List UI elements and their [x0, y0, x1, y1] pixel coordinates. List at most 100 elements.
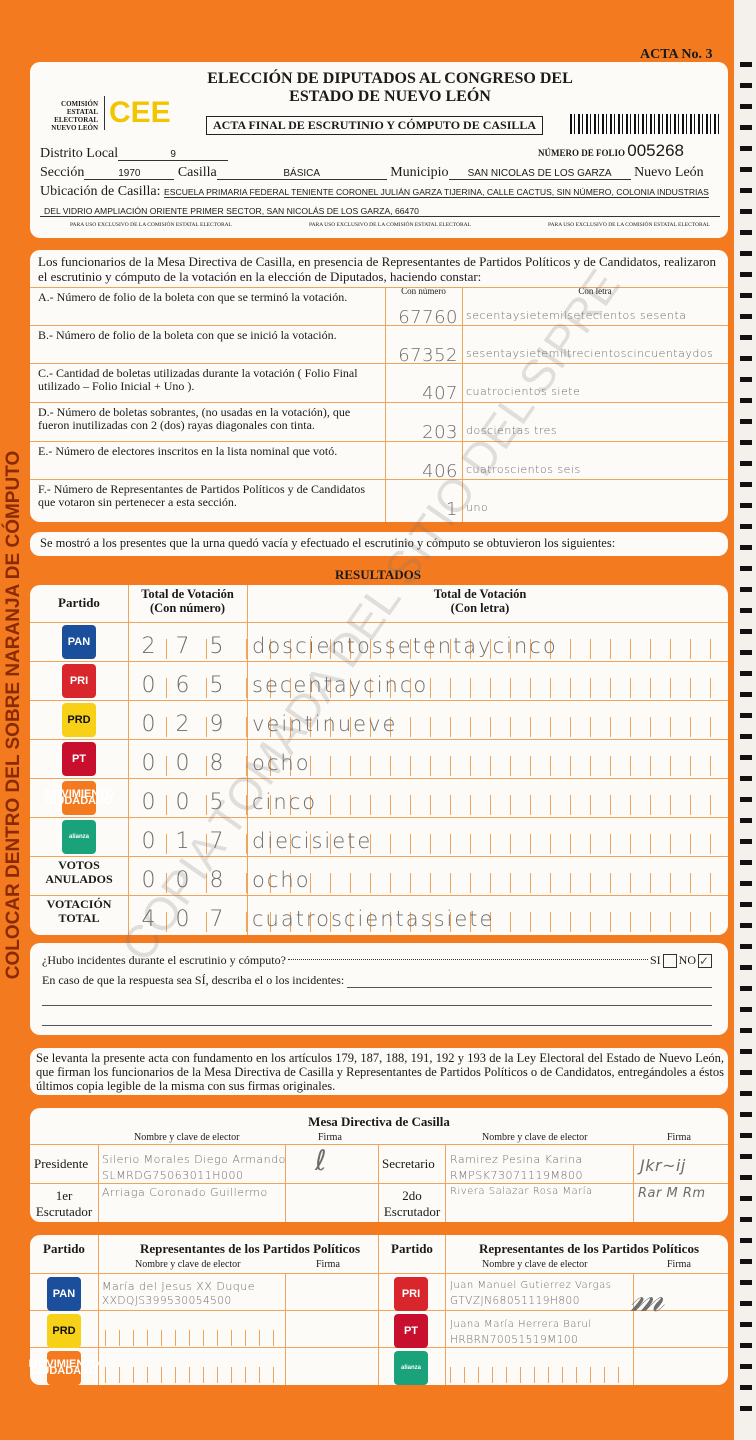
constancia-panel: Los funcionarios de la Mesa Directiva de…: [30, 250, 728, 522]
party-logo-pt: PT: [394, 1314, 428, 1348]
perforation-mark: [740, 839, 752, 844]
constancia-row-letra: cuatroscientos seis: [466, 463, 581, 476]
party-logo-prd: PRD: [47, 1314, 81, 1348]
secretario-clave: RMPSK73071119M800: [450, 1169, 583, 1182]
perforation-mark: [740, 1343, 752, 1348]
perforation-mark: [740, 104, 752, 109]
vote-letra: doscientossetentaycinco: [252, 634, 558, 658]
escrutador2-label: 2do Escrutador: [383, 1188, 441, 1219]
representantes-panel: Partido Representantes de los Partidos P…: [29, 1235, 728, 1385]
perforation-mark: [740, 482, 752, 487]
perforation-mark: [740, 314, 752, 319]
col-representantes: Representantes de los Partidos Políticos: [478, 1241, 700, 1256]
perforation-mark: [740, 188, 752, 193]
perforation-mark: [740, 419, 752, 424]
constancia-row-letra: doscientas tres: [466, 424, 558, 437]
col-total-numero: Total de Votación (Con número): [141, 587, 234, 615]
exclusive-note: PARA USO EXCLUSIVO DE LA COMISIÓN ESTATA…: [309, 222, 471, 228]
vote-letra: cuatroscientassiete: [252, 907, 495, 931]
acta-number: ACTA No. 3: [640, 47, 713, 62]
header-panel: ELECCIÓN DE DIPUTADOS AL CONGRESO DEL ES…: [30, 62, 728, 238]
ubicacion-label: Ubicación de Casilla:: [40, 184, 161, 199]
perforation-mark: [740, 1049, 752, 1054]
rep-pt-name: Juana María Herrera Barul: [450, 1319, 592, 1330]
vote-letra: cinco: [252, 790, 318, 814]
perforation-mark: [740, 1406, 752, 1411]
secretario-signature: Jkr~ij: [640, 1156, 686, 1175]
perforation-mark: [740, 83, 752, 88]
col-partido: Partido: [43, 1241, 85, 1256]
secretario-name: Ramirez Pesina Karina: [450, 1153, 583, 1166]
perforation-mark: [740, 713, 752, 718]
perforation-mark: [740, 503, 752, 508]
vote-letra: veintinueve: [252, 712, 398, 736]
constancia-row-number: 1: [446, 499, 458, 520]
si-label: SI: [649, 953, 661, 967]
perforation-mark: [740, 146, 752, 151]
perforation-mark: [740, 1322, 752, 1327]
party-logo-pan: PAN: [47, 1277, 81, 1311]
constancia-row-number: 67760: [398, 307, 458, 328]
statement-text: Se mostró a los presentes que la urna qu…: [40, 536, 616, 550]
perforation-mark: [740, 1238, 752, 1243]
exclusive-note: PARA USO EXCLUSIVO DE LA COMISIÓN ESTATA…: [548, 222, 710, 228]
incidentes-line[interactable]: [347, 973, 712, 988]
col-partido: Partido: [391, 1241, 433, 1256]
party-logo-alianza: alianza: [394, 1351, 428, 1385]
rep-pt-clave: HRBRN70051519M100: [450, 1334, 579, 1346]
constancia-row-number: 407: [422, 383, 458, 404]
casilla-label: Casilla: [177, 165, 217, 180]
escrutador1-label: 1er Escrutador: [35, 1188, 93, 1219]
perforation-mark: [740, 1301, 752, 1306]
ubicacion-line2: DEL VIDRIO AMPLIACIÓN ORIENTE PRIMER SEC…: [40, 206, 720, 217]
perforation-mark: [740, 1364, 752, 1369]
constancia-row-label: C.- Cantidad de boletas utilizadas duran…: [38, 366, 358, 393]
results-table: Partido Total de Votación (Con número) T…: [30, 585, 728, 935]
perforation-strip: [734, 0, 756, 1440]
vote-number: 275: [141, 634, 244, 659]
perforation-mark: [740, 776, 752, 781]
incidentes-line[interactable]: [42, 1025, 712, 1026]
row-label: VOTOS ANULADOS: [45, 858, 113, 886]
rep-pri-clave: GTVZJN68051119H800: [450, 1295, 580, 1307]
seccion-value: 1970: [84, 168, 175, 180]
perforation-mark: [740, 524, 752, 529]
si-checkbox[interactable]: [662, 953, 677, 968]
side-instruction: COLOCAR DENTRO DEL SOBRE NARANJA DE CÓMP…: [3, 450, 24, 980]
subtitle: ACTA FINAL DE ESCRUTINIO Y CÓMPUTO DE CA…: [206, 116, 544, 135]
party-logo-pan: PAN: [62, 625, 96, 659]
perforation-mark: [740, 1385, 752, 1390]
mesa-directiva-panel: Mesa Directiva de Casilla Nombre y clave…: [30, 1108, 728, 1222]
presidente-clave: SLMRDG75063011H000: [102, 1169, 244, 1182]
incidentes-describe-label: En caso de que la respuesta sea SÍ, desc…: [42, 973, 345, 987]
party-logo-mc: MOVIMIENTO CIUDADANO: [44, 781, 114, 815]
legal-text: Se levanta la presente acta con fundamen…: [36, 1051, 724, 1093]
perforation-mark: [740, 944, 752, 949]
perforation-mark: [740, 1196, 752, 1201]
perforation-mark: [740, 62, 752, 67]
perforation-mark: [740, 167, 752, 172]
col-representantes: Representantes de los Partidos Políticos: [139, 1241, 361, 1256]
perforation-mark: [740, 671, 752, 676]
perforation-mark: [740, 881, 752, 886]
perforation-mark: [740, 818, 752, 823]
title-line2: ESTADO DE NUEVO LEÓN: [289, 88, 491, 105]
vote-number: 065: [141, 673, 244, 698]
perforation-mark: [740, 335, 752, 340]
vote-letra: ocho: [252, 868, 311, 892]
perforation-mark: [740, 566, 752, 571]
constancia-row-label: F.- Número de Representantes de Partidos…: [38, 482, 365, 509]
col-con-letra: Con letra: [578, 286, 612, 296]
col-firma: Firma: [667, 1259, 691, 1270]
incidentes-line[interactable]: [42, 1005, 712, 1006]
no-checkbox[interactable]: ✓: [698, 953, 712, 968]
perforation-mark: [740, 1112, 752, 1117]
folio-number: 005268: [627, 141, 684, 160]
exclusive-note: PARA USO EXCLUSIVO DE LA COMISIÓN ESTATA…: [70, 222, 232, 228]
perforation-mark: [740, 461, 752, 466]
constancia-row-number: 67352: [398, 345, 458, 366]
party-logo-alianza: alianza: [62, 820, 96, 854]
constancia-row-letra: sesentaysietemiltrecientoscincuentaydos: [466, 347, 714, 360]
perforation-mark: [740, 1154, 752, 1159]
perforation-mark: [740, 272, 752, 277]
